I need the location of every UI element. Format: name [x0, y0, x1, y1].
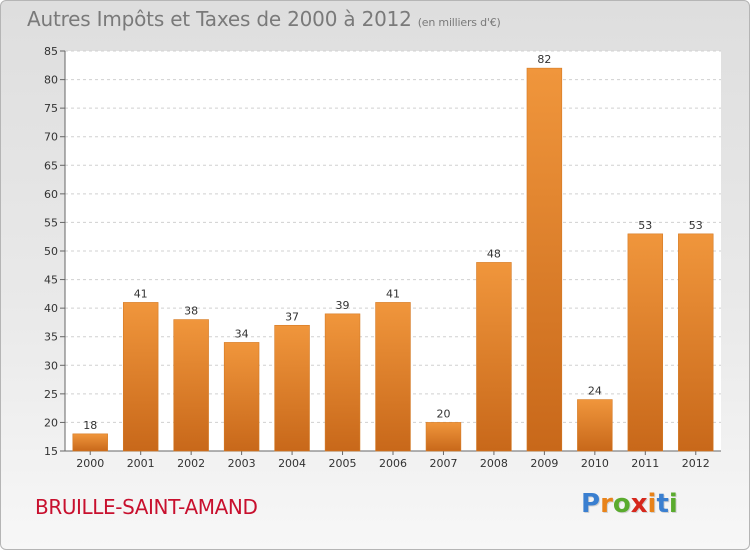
y-tick-label: 75 — [44, 102, 58, 115]
chart-unit: (en milliers d'€) — [417, 16, 501, 29]
bar-2003 — [223, 342, 260, 452]
bar-2005 — [324, 313, 361, 452]
y-tick-label: 60 — [44, 188, 58, 201]
y-tick-label: 80 — [44, 74, 58, 87]
y-tick-label: 35 — [44, 331, 58, 344]
value-label: 37 — [285, 310, 299, 323]
bar-2011 — [627, 233, 664, 452]
value-label: 18 — [83, 419, 97, 432]
value-label: 20 — [436, 407, 450, 420]
x-tick-label: 2004 — [278, 457, 306, 470]
chart-title-text: Autres Impôts et Taxes de 2000 à 2012 — [27, 7, 412, 31]
value-label: 34 — [235, 327, 249, 340]
x-tick-label: 2003 — [228, 457, 256, 470]
y-tick-label: 65 — [44, 159, 58, 172]
x-tick-label: 2010 — [581, 457, 609, 470]
bars — [72, 67, 714, 452]
chart-title: Autres Impôts et Taxes de 2000 à 2012 (en… — [27, 7, 501, 31]
bar-2001 — [122, 302, 159, 452]
bar-2012 — [678, 233, 714, 452]
x-tick-label: 2006 — [379, 457, 407, 470]
bar-2006 — [375, 302, 411, 452]
x-tick-label: 2000 — [76, 457, 104, 470]
y-tick-label: 70 — [44, 131, 58, 144]
y-tick-label: 45 — [44, 274, 58, 287]
y-tick-label: 15 — [44, 445, 58, 458]
bar-2009 — [526, 67, 563, 452]
logo-letter: i — [668, 489, 678, 519]
x-tick-label: 2008 — [480, 457, 508, 470]
value-label: 82 — [537, 53, 551, 66]
x-tick-label: 2009 — [530, 457, 558, 470]
x-tick-label: 2001 — [127, 457, 155, 470]
bar-2008 — [476, 262, 512, 452]
logo-letter: t — [656, 489, 669, 519]
labels: 15 20 25 30 35 40 45 50 55 60 65 70 75 80 85 18 2000 41 20… — [44, 45, 710, 470]
logo-letter: x — [630, 489, 648, 519]
x-tick-label: 2007 — [429, 457, 457, 470]
logo-letter: P — [581, 489, 601, 519]
logo-letter: r — [600, 489, 613, 519]
x-tick-label: 2002 — [177, 457, 205, 470]
y-tick-label: 40 — [44, 302, 58, 315]
y-tick-label: 30 — [44, 359, 58, 372]
value-label: 48 — [487, 247, 501, 260]
town-name: BRUILLE-SAINT-AMAND — [35, 495, 258, 519]
logo-letter: o — [612, 489, 631, 519]
value-label: 24 — [588, 385, 602, 398]
value-label: 53 — [689, 219, 703, 232]
y-tick-label: 20 — [44, 416, 58, 429]
bar-2007 — [425, 422, 462, 452]
bar-2004 — [274, 324, 310, 452]
value-label: 38 — [184, 305, 198, 318]
value-label: 41 — [134, 287, 148, 300]
value-label: 53 — [638, 219, 652, 232]
x-tick-label: 2012 — [682, 457, 710, 470]
y-tick-label: 85 — [44, 45, 58, 58]
value-label: 39 — [336, 299, 350, 312]
y-tick-label: 50 — [44, 245, 58, 258]
proxiti-logo[interactable]: Proxiti — [581, 489, 678, 519]
y-tick-label: 25 — [44, 388, 58, 401]
bar-2000 — [72, 433, 108, 452]
x-tick-label: 2011 — [631, 457, 659, 470]
x-tick-label: 2005 — [329, 457, 357, 470]
value-label: 41 — [386, 287, 400, 300]
bar-2010 — [577, 399, 613, 452]
y-tick-label: 55 — [44, 216, 58, 229]
bar-2002 — [173, 319, 209, 452]
logo-letter: i — [647, 489, 657, 519]
